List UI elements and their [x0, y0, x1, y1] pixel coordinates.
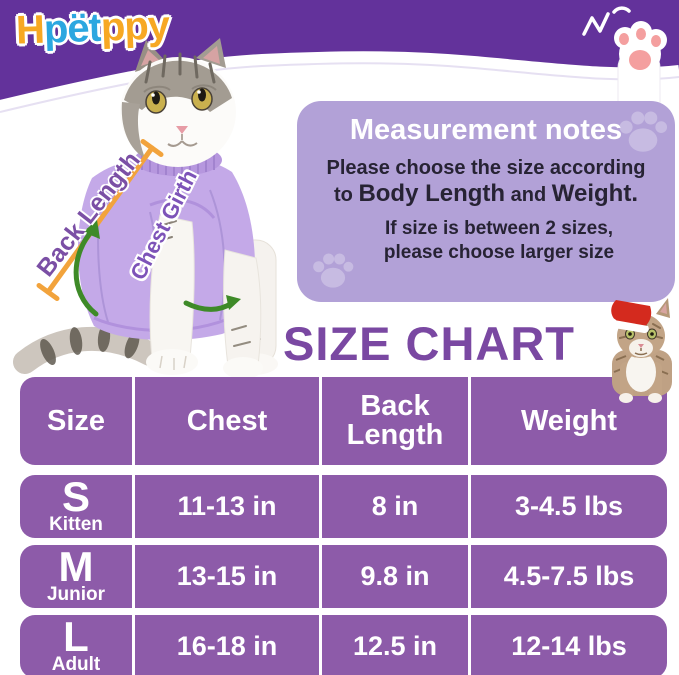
notes-join-and: and [505, 184, 552, 206]
size-sublabel: Kitten [49, 513, 103, 535]
cell-size-m: M Junior [20, 545, 132, 608]
cat-photo [13, 38, 278, 379]
size-letter: M [58, 545, 94, 591]
size-sublabel: Adult [51, 653, 101, 675]
logo-text-ppy: ppy [100, 3, 170, 50]
cell-back-length-l: 12.5 in [322, 615, 468, 675]
cell-chest-m: 13-15 in [135, 545, 319, 608]
notes-paragraph-2: If size is between 2 sizes, please choos… [383, 217, 615, 263]
header-band [0, 0, 679, 113]
cell-back-length-m: 9.8 in [322, 545, 468, 608]
size-letter: L [63, 615, 89, 661]
size-letter: S [61, 475, 90, 521]
table-row-s: S Kitten 11-13 in 8 in 3-4.5 lbs [20, 475, 667, 538]
brand-logo: Hpëtppy [15, 3, 169, 53]
notes-line1-pre: Please choose the size according to [326, 157, 646, 206]
cell-back-length-s: 8 in [322, 475, 468, 538]
header-cell-size: Size [20, 377, 132, 465]
measurement-notes-card: Measurement notes Please choose the size… [297, 101, 675, 302]
chest-girth-arrow-icon [73, 220, 241, 317]
cell-weight-m: 4.5-7.5 lbs [471, 545, 667, 608]
notes-emph-body-length: Body Length [358, 180, 506, 207]
santa-cat-image [604, 298, 672, 403]
header-cell-chest: Chest [135, 377, 319, 465]
cell-weight-l: 12-14 lbs [471, 615, 667, 675]
paw-print-icon [313, 253, 354, 288]
cell-size-l: L Adult [20, 615, 132, 675]
size-chart-title: SIZE CHART [283, 317, 575, 370]
logo-text-pet: pët [43, 5, 102, 52]
table-header-row: Size Chest Back Length Weight [20, 377, 667, 465]
header-cell-back-length: Back Length [322, 377, 468, 465]
cell-chest-l: 16-18 in [135, 615, 319, 675]
cell-chest-s: 11-13 in [135, 475, 319, 538]
notes-paragraph-1: Please choose the size according to Body… [317, 156, 655, 209]
table-row-l: L Adult 16-18 in 12.5 in 12-14 lbs [20, 615, 667, 675]
logo-text-h: H [15, 7, 45, 53]
notes-title: Measurement notes [349, 114, 623, 146]
cell-size-s: S Kitten [20, 475, 132, 538]
back-length-measure-line [36, 139, 164, 301]
size-table: Size Chest Back Length Weight S Kitten 1… [20, 377, 667, 675]
paw-print-icon [619, 111, 668, 152]
notes-emph-weight: Weight. [551, 180, 638, 207]
table-row-m: M Junior 13-15 in 9.8 in 4.5-7.5 lbs [20, 545, 667, 608]
cell-weight-s: 3-4.5 lbs [471, 475, 667, 538]
size-sublabel: Junior [46, 583, 106, 605]
